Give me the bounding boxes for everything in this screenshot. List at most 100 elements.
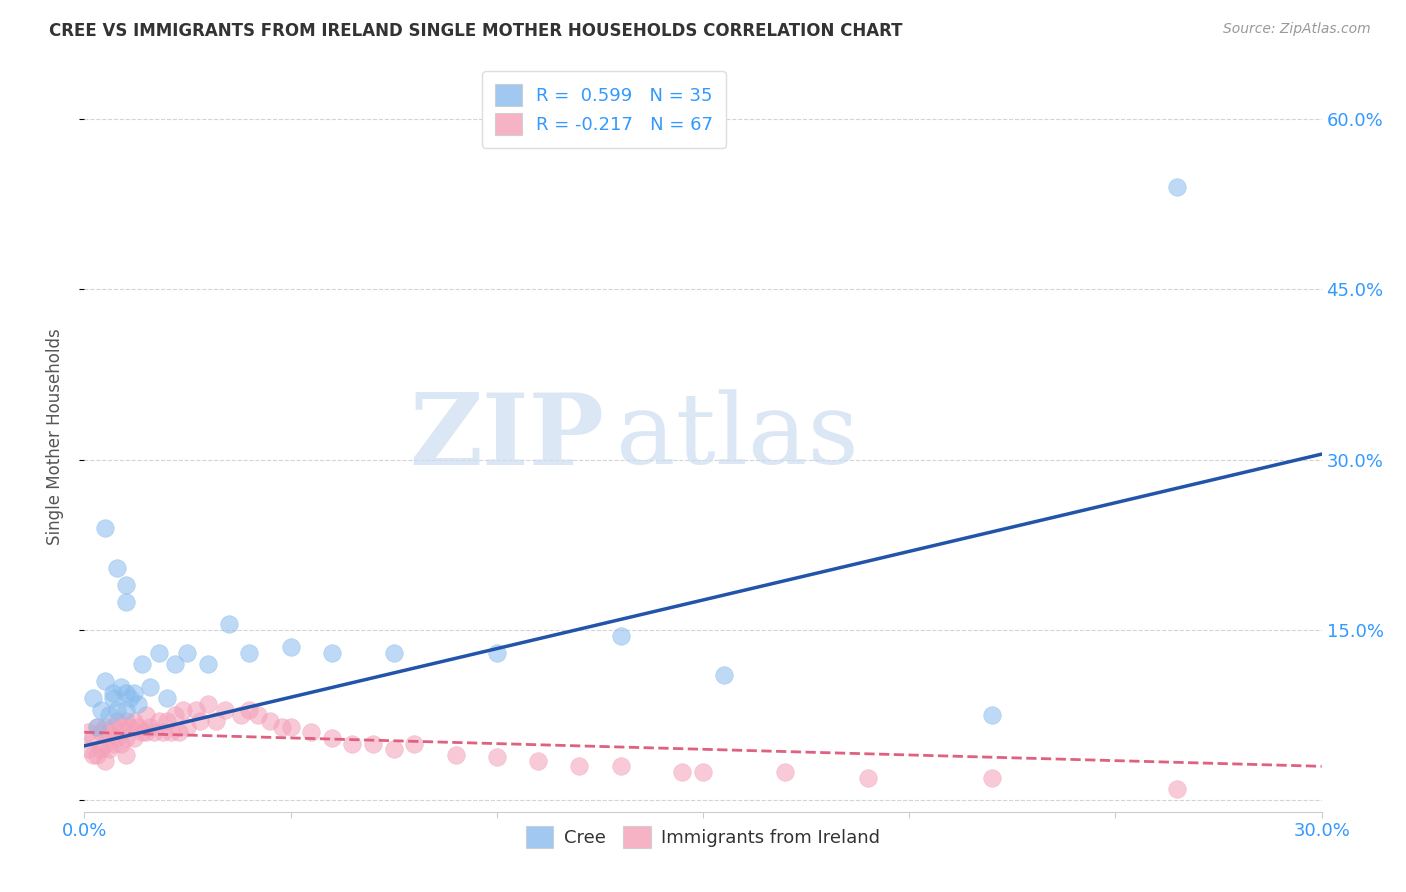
Point (77, 725, 100, 739)
Point (82, 731, 104, 745)
Point (527, 754, 550, 768)
Point (143, 725, 166, 739)
Point (229, 708, 252, 723)
Point (238, 702, 260, 716)
Point (105, 731, 128, 745)
Point (86, 747, 108, 762)
Point (485, 646, 508, 660)
Point (122, 731, 145, 745)
Point (105, 702, 128, 716)
Point (692, 764, 714, 779)
Point (382, 646, 405, 660)
Point (114, 714, 136, 728)
Point (127, 720, 149, 734)
Point (114, 747, 136, 762)
Point (609, 629, 631, 643)
Point (160, 725, 183, 739)
Point (1166, 782, 1188, 797)
Point (176, 720, 198, 734)
Point (188, 714, 211, 728)
Point (152, 725, 174, 739)
Point (110, 680, 132, 694)
Point (114, 685, 136, 699)
Point (139, 680, 162, 694)
Point (361, 737, 384, 751)
Point (105, 560, 128, 574)
Point (165, 708, 187, 723)
Point (280, 640, 302, 654)
Point (568, 759, 591, 773)
Point (156, 691, 179, 706)
Text: Source: ZipAtlas.com: Source: ZipAtlas.com (1223, 22, 1371, 37)
Point (382, 742, 405, 756)
Point (77, 742, 100, 756)
Point (342, 737, 364, 751)
Point (98, 742, 121, 756)
Point (218, 617, 240, 632)
Point (105, 714, 128, 728)
Point (485, 750, 508, 764)
Point (197, 657, 219, 672)
Point (82, 747, 104, 762)
Point (98, 708, 121, 723)
Legend: Cree, Immigrants from Ireland: Cree, Immigrants from Ireland (519, 819, 887, 855)
Point (103, 737, 125, 751)
Point (404, 737, 426, 751)
Point (671, 764, 693, 779)
Point (775, 764, 797, 779)
Point (246, 708, 269, 723)
Point (176, 646, 198, 660)
Point (103, 720, 125, 734)
Point (122, 714, 145, 728)
Point (94, 674, 117, 689)
Point (118, 691, 141, 706)
Point (980, 771, 1002, 785)
Point (118, 720, 141, 734)
Y-axis label: Single Mother Households: Single Mother Households (45, 329, 63, 545)
Point (98, 725, 121, 739)
Point (90, 725, 112, 739)
Point (90, 742, 112, 756)
Point (94, 720, 117, 734)
Point (135, 725, 157, 739)
Point (280, 720, 302, 734)
Point (94, 737, 117, 751)
Point (131, 657, 153, 672)
Point (86, 720, 108, 734)
Point (103, 685, 125, 699)
Point (94, 754, 117, 768)
Point (299, 725, 322, 739)
Point (713, 668, 735, 682)
Point (114, 731, 136, 745)
Point (148, 646, 170, 660)
Text: atlas: atlas (616, 389, 859, 485)
Point (114, 577, 136, 591)
Point (205, 714, 228, 728)
Point (131, 725, 153, 739)
Point (271, 720, 294, 734)
Point (1166, 180, 1188, 194)
Point (110, 737, 132, 751)
Point (114, 702, 136, 716)
Point (103, 691, 125, 706)
Point (90, 702, 112, 716)
Point (321, 646, 343, 660)
Point (444, 747, 467, 762)
Point (156, 714, 179, 728)
Point (184, 702, 207, 716)
Point (238, 646, 260, 660)
Point (856, 771, 879, 785)
Point (172, 702, 194, 716)
Point (127, 697, 149, 711)
Point (214, 702, 236, 716)
Text: CREE VS IMMIGRANTS FROM IRELAND SINGLE MOTHER HOUSEHOLDS CORRELATION CHART: CREE VS IMMIGRANTS FROM IRELAND SINGLE M… (49, 22, 903, 40)
Point (165, 657, 187, 672)
Point (82, 691, 104, 706)
Point (980, 708, 1002, 723)
Point (122, 685, 145, 699)
Point (148, 714, 170, 728)
Point (197, 697, 219, 711)
Point (609, 759, 631, 773)
Point (135, 708, 157, 723)
Point (139, 720, 162, 734)
